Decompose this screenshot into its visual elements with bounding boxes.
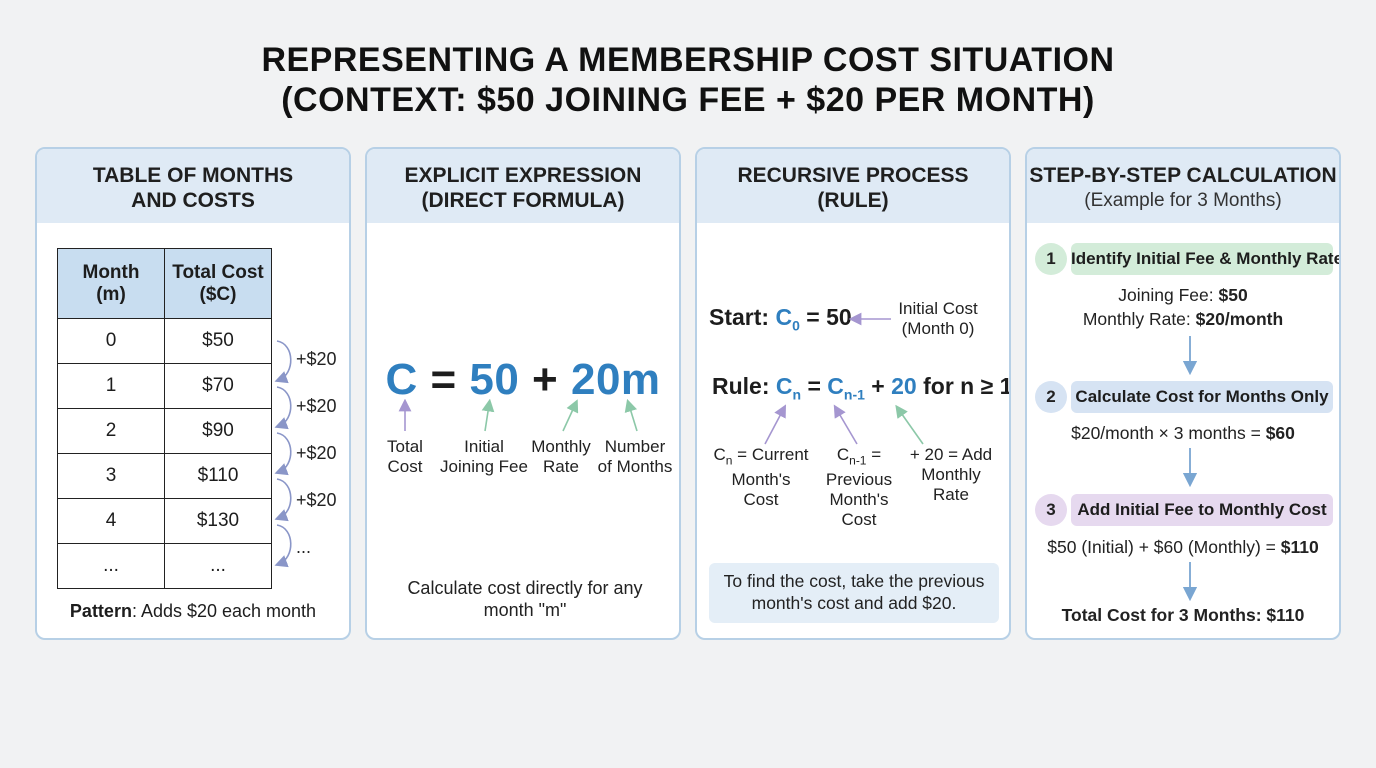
- pattern-note: Pattern: Adds $20 each month: [69, 601, 317, 621]
- rule-pointer-arrows: [764, 404, 924, 445]
- month-cell: 3: [57, 453, 165, 499]
- cost-table: Month (m) Total Cost ($C) 0 $50 1 $70 2 $90 3…: [57, 248, 272, 589]
- step-number: 3: [1035, 494, 1067, 526]
- recursive-note: To find the cost, take the previous month…: [709, 563, 999, 623]
- table-row: ......: [57, 543, 272, 589]
- steps-header-line-1: STEP-BY-STEP CALCULATION: [1029, 164, 1337, 187]
- arrow-icon: [274, 386, 292, 430]
- step-detail: $50 (Initial) + $60 (Monthly) = $110: [1047, 537, 1319, 557]
- recursive-header-line-1: RECURSIVE PROCESS: [737, 164, 969, 187]
- label-initial-fee: Initial Joining Fee: [440, 437, 528, 476]
- step-detail: $20/month × 3 months = $60: [1071, 423, 1295, 443]
- arrow-icon: [274, 524, 292, 568]
- recursive-header-line-2: (RULE): [817, 189, 889, 212]
- start-note: Initial Cost (Month 0): [898, 299, 978, 338]
- increment-label: ...: [296, 537, 312, 557]
- increment-label: +$20: [296, 443, 337, 463]
- label-previous-cost: Cn-1 = Previous Month's Cost: [825, 445, 893, 530]
- page-title: REPRESENTING A MEMBERSHIP COST SITUATION…: [0, 40, 1376, 120]
- table-header-line-2: AND COSTS: [131, 189, 255, 212]
- arrow-icon: [624, 399, 638, 432]
- steps-panel-header: STEP-BY-STEP CALCULATION (Example for 3 …: [1027, 149, 1339, 223]
- recursive-panel: RECURSIVE PROCESS (RULE) Start: C0 = 50 …: [695, 147, 1011, 640]
- step-detail: Joining Fee: $50: [1118, 285, 1248, 305]
- label-number-of-months: Number of Months: [597, 437, 673, 476]
- label-current-cost: Cn = Current Month's Cost: [713, 445, 809, 510]
- month-cell: ...: [57, 543, 165, 589]
- arrow-icon: [764, 404, 786, 445]
- step-number: 1: [1035, 243, 1067, 275]
- step-detail: Monthly Rate: $20/month: [1082, 309, 1284, 329]
- recursive-panel-header: RECURSIVE PROCESS (RULE): [697, 149, 1009, 223]
- explicit-header-line-1: EXPLICIT EXPRESSION: [404, 164, 642, 187]
- formula-fee: 50: [469, 355, 520, 404]
- arrow-icon: [274, 340, 292, 384]
- table-header-line-1: TABLE OF MONTHS: [92, 164, 294, 187]
- table-panel: TABLE OF MONTHS AND COSTS Month (m) Total…: [35, 147, 351, 640]
- steps-panel: STEP-BY-STEP CALCULATION (Example for 3 …: [1025, 147, 1341, 640]
- explicit-panel-header: EXPLICIT EXPRESSION (DIRECT FORMULA): [367, 149, 679, 223]
- arrow-icon: [833, 404, 858, 445]
- increment-label: +$20: [296, 396, 337, 416]
- cost-cell: $130: [164, 498, 272, 544]
- arrow-icon: [274, 432, 292, 476]
- start-arrow: [848, 312, 891, 326]
- increment-label: +$20: [296, 349, 337, 369]
- step-label: Add Initial Fee to Monthly Cost: [1071, 494, 1333, 526]
- table-row: 4 $130: [57, 498, 272, 544]
- steps-header-line-2: (Example for 3 Months): [1084, 190, 1282, 211]
- month-cell: 0: [57, 318, 165, 364]
- step-label: Identify Initial Fee & Monthly Rate: [1071, 243, 1339, 275]
- title-line-2: (CONTEXT: $50 JOINING FEE + $20 PER MONT…: [281, 81, 1095, 119]
- recursive-rule: Rule: Cn = Cn-1 + 20 for n ≥ 1: [712, 373, 1011, 403]
- formula-pointer-arrows: [398, 399, 638, 432]
- step-number: 2: [1035, 381, 1067, 413]
- explicit-formula: C = 50 + 20m: [367, 355, 679, 405]
- column-header-cost: Total Cost ($C): [164, 248, 272, 319]
- step-down-arrows: [1182, 336, 1197, 602]
- column-header-month: Month (m): [57, 248, 165, 319]
- increment-label: +$20: [296, 490, 337, 510]
- formula-c: C: [385, 355, 418, 404]
- arrow-icon: [895, 404, 924, 445]
- month-cell: 1: [57, 363, 165, 409]
- cost-cell: $90: [164, 408, 272, 454]
- table-panel-header: TABLE OF MONTHS AND COSTS: [37, 149, 349, 223]
- table-row: 2 $90: [57, 408, 272, 454]
- table-row: 3 $110: [57, 453, 272, 499]
- cost-cell: $50: [164, 318, 272, 364]
- label-monthly-rate: Monthly Rate: [531, 437, 591, 476]
- formula-rate: 20m: [570, 355, 661, 404]
- start-rule: Start: C0 = 50: [709, 304, 852, 334]
- label-add-rate: + 20 = Add Monthly Rate: [909, 445, 993, 504]
- cost-cell: $70: [164, 363, 272, 409]
- cost-cell: $110: [164, 453, 272, 499]
- arrow-icon: [562, 399, 579, 432]
- cost-cell: ...: [164, 543, 272, 589]
- month-cell: 2: [57, 408, 165, 454]
- formula-equals: =: [417, 355, 470, 404]
- increment-arrows: [274, 340, 292, 568]
- explicit-note: Calculate cost directly for any month "m": [407, 578, 643, 620]
- title-line-1: REPRESENTING A MEMBERSHIP COST SITUATION: [261, 41, 1115, 79]
- label-total-cost: Total Cost: [387, 437, 423, 476]
- arrow-icon: [481, 399, 495, 432]
- month-cell: 4: [57, 498, 165, 544]
- explicit-header-line-2: (DIRECT FORMULA): [421, 189, 625, 212]
- table-header-row: Month (m) Total Cost ($C): [57, 248, 272, 319]
- step-label: Calculate Cost for Months Only: [1071, 381, 1333, 413]
- arrow-icon: [274, 478, 292, 522]
- formula-plus: +: [519, 355, 571, 404]
- explicit-panel: EXPLICIT EXPRESSION (DIRECT FORMULA) C =…: [365, 147, 681, 640]
- table-row: 1 $70: [57, 363, 272, 409]
- table-row: 0 $50: [57, 318, 272, 364]
- total-result: Total Cost for 3 Months: $110: [1061, 605, 1305, 625]
